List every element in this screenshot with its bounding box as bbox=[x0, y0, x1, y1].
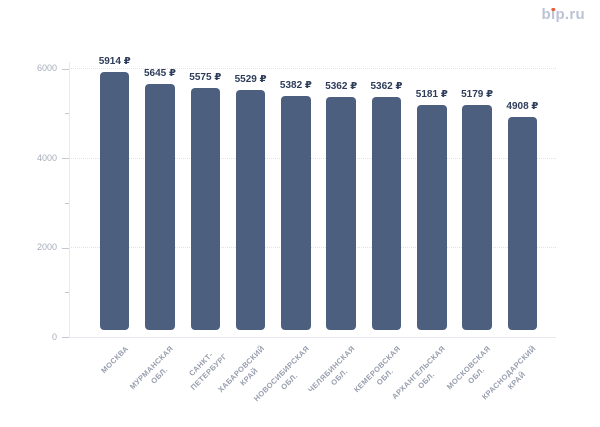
bar[interactable] bbox=[417, 105, 447, 331]
brand-i-dot-icon bbox=[551, 7, 555, 11]
x-axis-category-label: МОСКВА bbox=[98, 344, 131, 376]
bar-value-label: 5382 ₽ bbox=[279, 80, 312, 92]
y-axis-tick-label: 0 bbox=[51, 331, 57, 342]
brand-letter-b: b bbox=[541, 6, 551, 23]
y-axis-minor-tick bbox=[65, 292, 69, 294]
x-axis-category-label: МУРМАНСКАЯ ОБЛ. bbox=[128, 344, 176, 392]
bar-value-label: 5181 ₽ bbox=[415, 89, 448, 101]
bar[interactable] bbox=[145, 84, 175, 331]
x-axis-line bbox=[69, 337, 556, 338]
bar-value-label: 5914 ₽ bbox=[98, 56, 131, 68]
y-axis-tick-label: 4000 bbox=[36, 152, 57, 163]
bar[interactable] bbox=[235, 89, 266, 331]
y-gridline bbox=[69, 247, 556, 248]
y-axis-major-tick bbox=[62, 337, 69, 338]
bar[interactable] bbox=[99, 72, 130, 331]
bar-value-label: 5529 ₽ bbox=[234, 73, 267, 85]
bar-value-label: 5645 ₽ bbox=[144, 68, 176, 80]
y-axis-tick-label: 6000 bbox=[36, 63, 57, 73]
brand-suffix: p.ru bbox=[555, 6, 585, 23]
bar-value-label: 5362 ₽ bbox=[370, 81, 403, 93]
bar[interactable] bbox=[190, 87, 221, 331]
bar-value-label: 5575 ₽ bbox=[189, 71, 222, 83]
y-axis-line bbox=[69, 62, 70, 337]
y-axis-minor-tick bbox=[65, 202, 69, 204]
bar[interactable] bbox=[462, 105, 492, 331]
y-axis-major-tick bbox=[62, 68, 69, 70]
y-gridline bbox=[69, 68, 556, 69]
x-axis-category-label: ЧЕЛЯБИНСКАЯ ОБЛ. bbox=[306, 344, 357, 395]
y-gridline bbox=[69, 157, 556, 159]
bar-value-label: 5362 ₽ bbox=[325, 81, 358, 93]
brand-letter-i-base: ı bbox=[551, 6, 556, 23]
bar[interactable] bbox=[281, 96, 311, 331]
bar[interactable] bbox=[507, 117, 538, 331]
y-axis-major-tick bbox=[62, 247, 69, 249]
y-axis-major-tick bbox=[62, 158, 69, 159]
bar[interactable] bbox=[371, 97, 402, 331]
brand-letter-i: ı bbox=[551, 7, 555, 22]
brand-logo[interactable]: bı p.ru bbox=[542, 7, 585, 22]
bar-value-label: 4908 ₽ bbox=[506, 101, 539, 113]
bar[interactable] bbox=[326, 97, 356, 331]
bar-value-label: 5179 ₽ bbox=[461, 89, 494, 101]
y-axis-tick-label: 2000 bbox=[36, 242, 57, 252]
y-axis-minor-tick bbox=[65, 113, 69, 115]
